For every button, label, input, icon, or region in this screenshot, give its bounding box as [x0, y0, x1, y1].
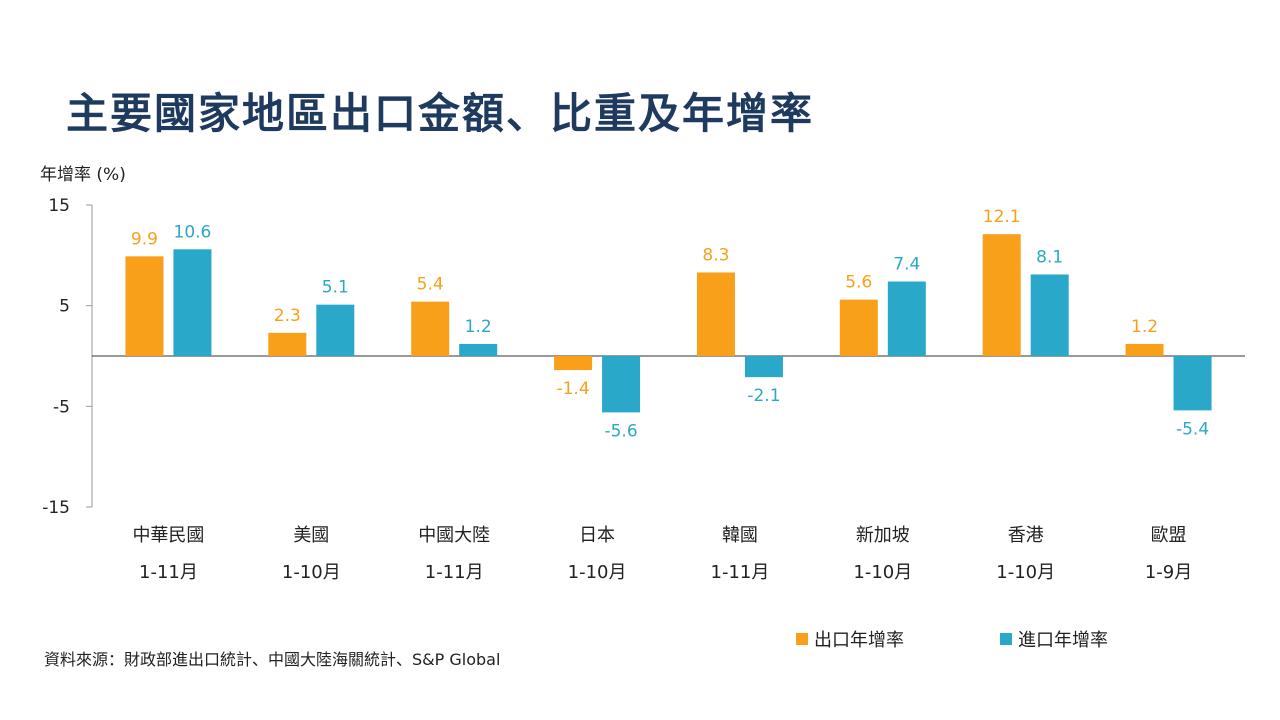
y-tick-label: -5 — [53, 397, 70, 417]
import-value-label: 7.4 — [893, 255, 920, 275]
category-label: 中國大陸 — [418, 525, 490, 546]
source-note: 資料來源：財政部進出口統計、中國大陸海關統計、S&P Global — [44, 650, 501, 669]
import-value-label: -5.4 — [1176, 419, 1209, 439]
import-bar — [459, 343, 498, 356]
category-label: 韓國 — [722, 525, 758, 546]
period-label: 1-10月 — [568, 562, 627, 583]
import-value-label: 10.6 — [174, 222, 212, 242]
period-label: 1-10月 — [853, 562, 912, 583]
period-label: 1-9月 — [1145, 562, 1192, 583]
y-tick-label: 15 — [48, 196, 70, 216]
y-axis-label: 年增率 (%) — [40, 165, 126, 185]
category-label: 中華民國 — [132, 525, 204, 546]
legend-item-export: 出口年增率 — [796, 626, 904, 652]
export-value-label: 2.3 — [274, 306, 301, 326]
export-swatch-icon — [796, 633, 808, 645]
export-value-label: 12.1 — [983, 207, 1021, 227]
export-value-label: 9.9 — [131, 229, 158, 249]
y-tick-label: -15 — [42, 498, 70, 518]
import-bar — [173, 249, 212, 356]
import-bar — [887, 281, 926, 356]
category-label: 香港 — [1008, 525, 1044, 546]
import-bar — [602, 356, 641, 413]
page-title: 主要國家地區出口金額、比重及年增率 — [66, 89, 815, 138]
import-value-label: 1.2 — [465, 317, 492, 337]
import-bar — [1173, 356, 1212, 411]
export-bar — [1125, 343, 1164, 356]
export-value-label: 8.3 — [702, 245, 729, 265]
export-bar — [696, 272, 735, 356]
category-label: 美國 — [293, 525, 329, 546]
bar-chart: 15 5 -5 -15 9.9 10.6 中華民國 1-11月 2.3 5.1 美國 1-10月 5.4… — [42, 196, 1245, 583]
legend-export-label: 出口年增率 — [814, 630, 904, 651]
import-value-label: -5.6 — [604, 421, 637, 441]
period-label: 1-11月 — [425, 562, 484, 583]
export-bar — [839, 299, 878, 356]
export-bar — [982, 234, 1021, 356]
import-value-label: -2.1 — [747, 386, 780, 406]
period-label: 1-11月 — [711, 562, 770, 583]
import-bar — [316, 304, 355, 356]
export-bar — [411, 301, 450, 356]
period-label: 1-11月 — [139, 562, 198, 583]
import-swatch-icon — [1000, 633, 1012, 645]
period-label: 1-10月 — [996, 562, 1055, 583]
category-label: 日本 — [579, 525, 615, 546]
export-value-label: -1.4 — [556, 379, 589, 399]
y-tick-label: 5 — [59, 297, 70, 317]
export-value-label: 5.4 — [417, 275, 444, 295]
export-bar — [554, 356, 593, 371]
import-bar — [1030, 274, 1069, 356]
import-value-label: 5.1 — [322, 278, 349, 298]
export-value-label: 1.2 — [1131, 317, 1158, 337]
export-value-label: 5.6 — [845, 273, 872, 293]
import-bar — [744, 356, 783, 378]
import-value-label: 8.1 — [1036, 247, 1063, 267]
export-bar — [125, 256, 164, 356]
period-label: 1-10月 — [282, 562, 341, 583]
category-label: 新加坡 — [856, 525, 910, 546]
legend-import-label: 進口年增率 — [1018, 630, 1108, 651]
legend-item-import: 進口年增率 — [1000, 626, 1108, 652]
category-label: 歐盟 — [1151, 525, 1187, 546]
export-bar — [268, 332, 307, 356]
